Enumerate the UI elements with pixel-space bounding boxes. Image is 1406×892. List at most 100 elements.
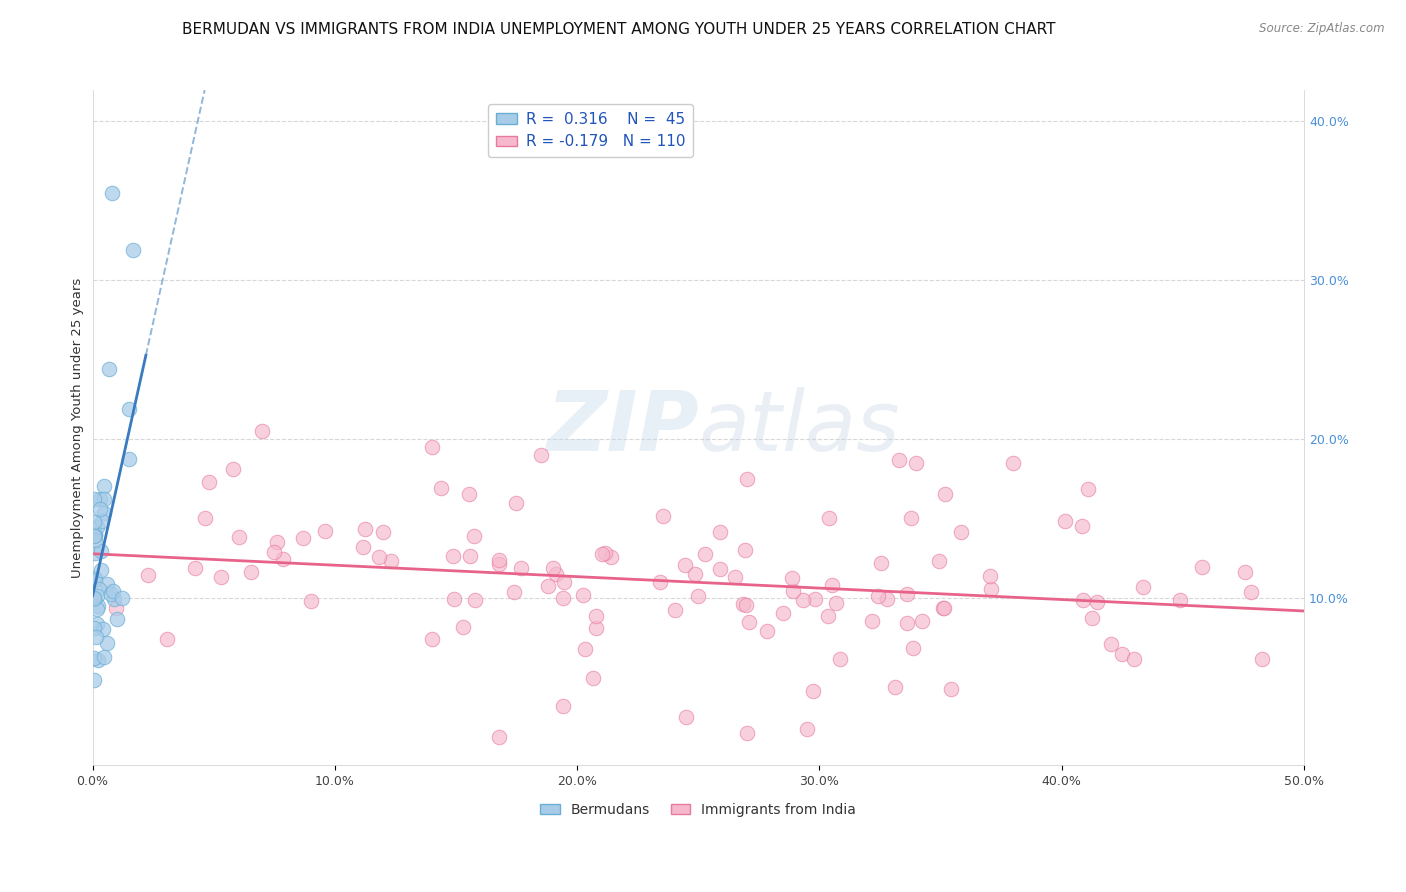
- Point: [979, 569, 1001, 583]
- Point: [198, 475, 221, 489]
- Point: [900, 510, 922, 524]
- Point: [1002, 456, 1025, 470]
- Point: [980, 582, 1002, 597]
- Point: [380, 554, 402, 568]
- Point: [593, 545, 616, 559]
- Point: [1240, 584, 1263, 599]
- Text: ZIP: ZIP: [546, 387, 699, 468]
- Point: [83, 651, 105, 665]
- Point: [83, 621, 105, 635]
- Point: [1099, 637, 1122, 651]
- Point: [156, 632, 179, 646]
- Point: [90, 543, 112, 558]
- Point: [709, 562, 731, 576]
- Point: [89, 582, 111, 596]
- Point: [96, 635, 118, 649]
- Point: [443, 591, 465, 606]
- Point: [801, 683, 824, 698]
- Point: [820, 577, 842, 591]
- Point: [939, 681, 962, 696]
- Text: Source: ZipAtlas.com: Source: ZipAtlas.com: [1260, 22, 1385, 36]
- Point: [239, 566, 262, 580]
- Point: [503, 584, 526, 599]
- Point: [860, 614, 883, 628]
- Point: [896, 587, 918, 601]
- Point: [817, 511, 839, 525]
- Point: [86, 602, 108, 616]
- Point: [488, 553, 510, 567]
- Point: [780, 571, 803, 585]
- Point: [686, 589, 709, 603]
- Point: [591, 547, 613, 561]
- Point: [735, 598, 758, 612]
- Point: [96, 576, 118, 591]
- Point: [1053, 514, 1076, 528]
- Point: [90, 563, 112, 577]
- Point: [430, 482, 453, 496]
- Point: [222, 461, 245, 475]
- Point: [581, 671, 603, 685]
- Point: [228, 531, 250, 545]
- Point: [553, 575, 575, 590]
- Point: [932, 601, 955, 615]
- Point: [928, 554, 950, 568]
- Point: [93, 649, 115, 664]
- Point: [117, 451, 139, 466]
- Point: [457, 487, 479, 501]
- Point: [93, 506, 115, 520]
- Point: [585, 609, 607, 624]
- Point: [1087, 594, 1109, 608]
- Point: [138, 567, 160, 582]
- Point: [266, 535, 288, 549]
- Point: [118, 402, 141, 417]
- Point: [441, 549, 464, 564]
- Point: [122, 243, 145, 257]
- Point: [673, 558, 696, 573]
- Point: [574, 641, 596, 656]
- Point: [101, 186, 124, 200]
- Point: [93, 492, 115, 507]
- Point: [299, 594, 322, 608]
- Point: [911, 614, 934, 628]
- Point: [103, 592, 125, 607]
- Point: [585, 621, 607, 635]
- Point: [1168, 593, 1191, 607]
- Point: [901, 640, 924, 655]
- Point: [101, 584, 124, 599]
- Point: [451, 620, 474, 634]
- Point: [1132, 580, 1154, 594]
- Point: [546, 566, 568, 581]
- Point: [599, 549, 621, 564]
- Point: [83, 528, 105, 542]
- Point: [683, 566, 706, 581]
- Point: [100, 587, 122, 601]
- Point: [105, 601, 128, 615]
- Point: [273, 552, 295, 566]
- Point: [541, 561, 564, 575]
- Point: [83, 516, 105, 530]
- Point: [83, 673, 105, 687]
- Point: [368, 550, 391, 565]
- Point: [883, 680, 905, 694]
- Y-axis label: Unemployment Among Youth under 25 years: Unemployment Among Youth under 25 years: [72, 277, 84, 577]
- Legend: Bermudans, Immigrants from India: Bermudans, Immigrants from India: [534, 797, 862, 822]
- Point: [84, 630, 107, 644]
- Point: [824, 596, 846, 610]
- Point: [83, 492, 105, 507]
- Point: [1080, 611, 1102, 625]
- Point: [792, 592, 814, 607]
- Point: [209, 570, 232, 584]
- Point: [738, 615, 761, 630]
- Point: [1111, 647, 1133, 661]
- Point: [87, 599, 110, 614]
- Point: [1251, 652, 1274, 666]
- Point: [83, 571, 105, 585]
- Point: [896, 616, 918, 631]
- Point: [84, 546, 107, 560]
- Point: [314, 524, 336, 538]
- Point: [352, 540, 374, 554]
- Point: [651, 509, 673, 524]
- Point: [828, 652, 851, 666]
- Point: [537, 579, 560, 593]
- Point: [735, 726, 758, 740]
